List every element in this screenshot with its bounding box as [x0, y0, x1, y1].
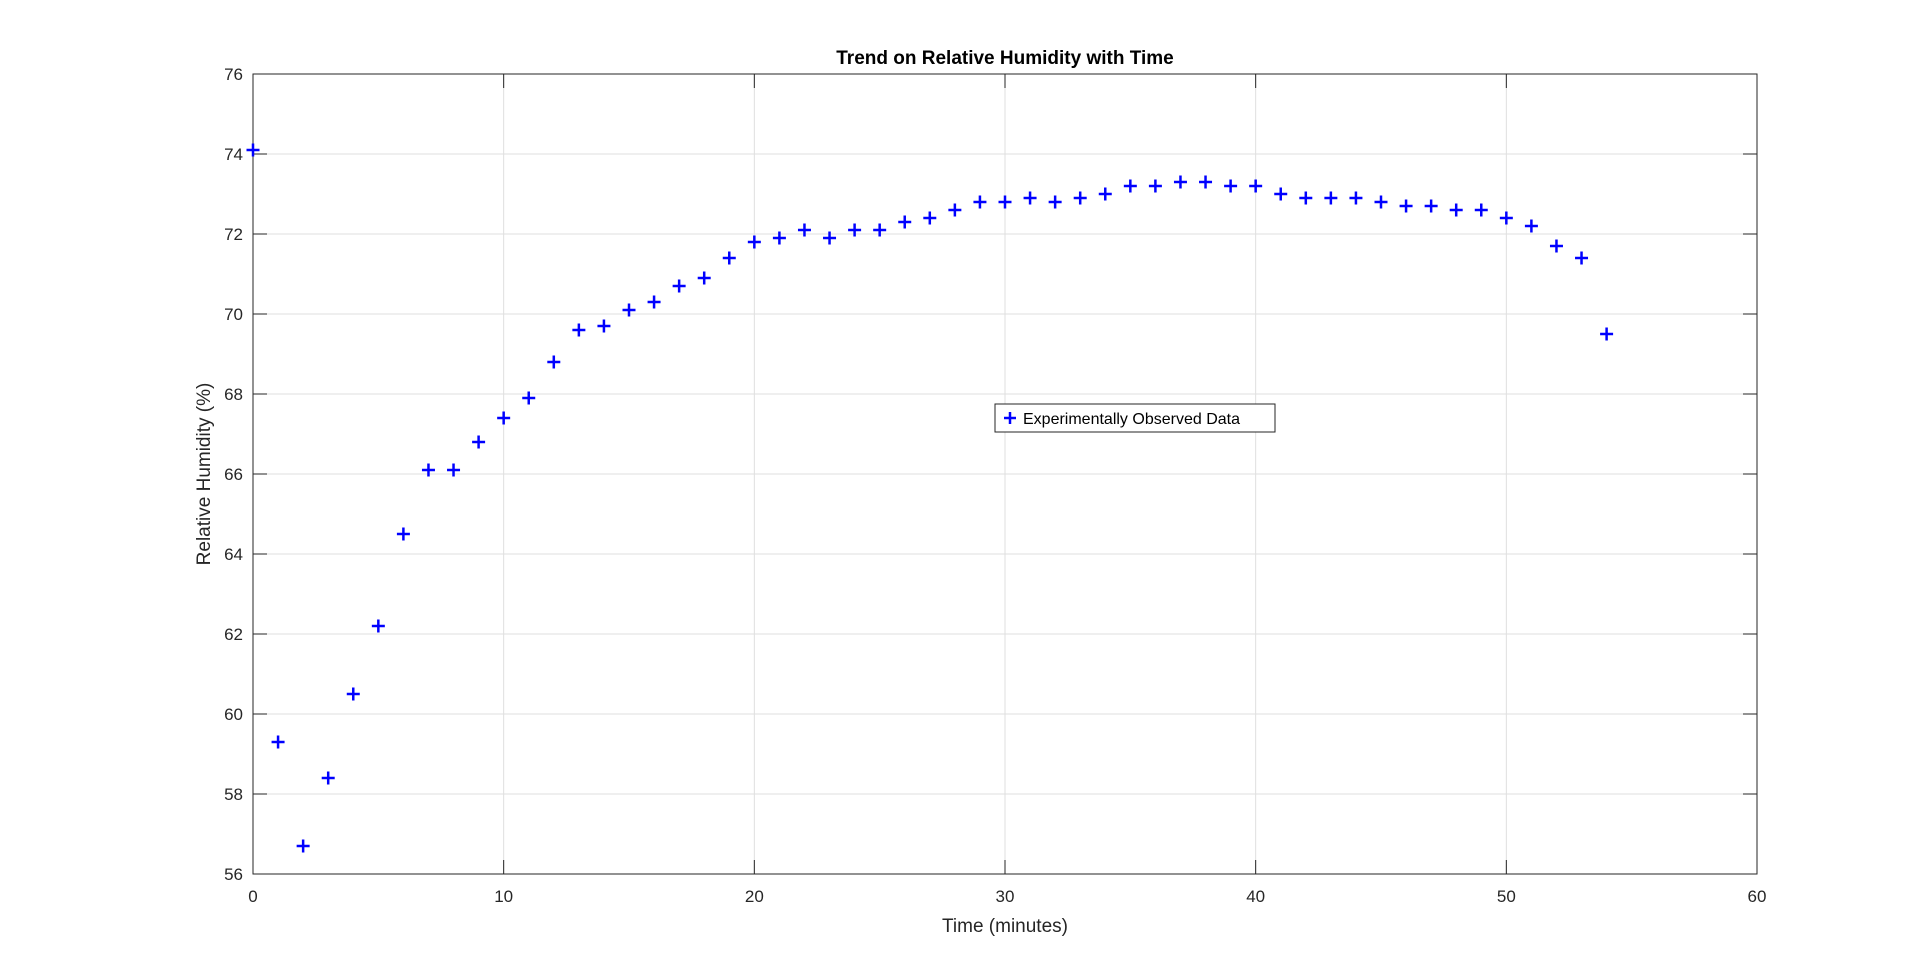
- data-point: [1098, 187, 1112, 201]
- x-tick-label: 10: [494, 887, 513, 906]
- x-tick-label: 40: [1246, 887, 1265, 906]
- x-tick-label: 0: [248, 887, 257, 906]
- data-point: [948, 203, 962, 217]
- data-point: [497, 411, 511, 425]
- y-tick-label: 76: [224, 65, 243, 84]
- y-tick-label: 58: [224, 785, 243, 804]
- data-point: [421, 463, 435, 477]
- data-point: [1173, 175, 1187, 189]
- data-point: [697, 271, 711, 285]
- data-point: [522, 391, 536, 405]
- data-point: [1224, 179, 1238, 193]
- data-point: [1349, 191, 1363, 205]
- data-point: [722, 251, 736, 265]
- data-point: [547, 355, 561, 369]
- data-point: [973, 195, 987, 209]
- data-point: [246, 143, 260, 157]
- data-point: [797, 223, 811, 237]
- data-point: [1449, 203, 1463, 217]
- data-point: [1424, 199, 1438, 213]
- data-point: [1374, 195, 1388, 209]
- x-tick-label: 20: [745, 887, 764, 906]
- data-point: [271, 735, 285, 749]
- data-point: [1123, 179, 1137, 193]
- data-point: [747, 235, 761, 249]
- data-point: [1023, 191, 1037, 205]
- y-tick-label: 62: [224, 625, 243, 644]
- data-point: [472, 435, 486, 449]
- data-point: [1324, 191, 1338, 205]
- data-point: [371, 619, 385, 633]
- y-tick-label: 72: [224, 225, 243, 244]
- axis-ticks: 0 10 20 30 40 50 60 56 58 60 62 64 66 68 70 72 74 76: [224, 65, 1766, 906]
- data-point: [1575, 251, 1589, 265]
- legend-box: [994, 403, 1276, 433]
- legend-marker: [1004, 412, 1016, 424]
- data-point: [1499, 211, 1513, 225]
- data-point: [396, 527, 410, 541]
- y-tick-label: 70: [224, 305, 243, 324]
- data-point: [622, 303, 636, 317]
- data-point: [1148, 179, 1162, 193]
- data-point: [597, 319, 611, 333]
- data-point: [1199, 175, 1213, 189]
- y-tick-label: 74: [224, 145, 243, 164]
- legend-entry: Experimentally Observed Data: [1023, 411, 1240, 428]
- data-point: [572, 323, 586, 337]
- data-point: [321, 771, 335, 785]
- data-point: [772, 231, 786, 245]
- data-point: [1274, 187, 1288, 201]
- data-point: [1249, 179, 1263, 193]
- data-point: [296, 839, 310, 853]
- data-point: [898, 215, 912, 229]
- y-axis-label: Relative Humidity (%): [194, 383, 215, 566]
- x-tick-label: 60: [1748, 887, 1767, 906]
- data-point: [1073, 191, 1087, 205]
- y-tick-label: 64: [224, 545, 243, 564]
- data-point: [1048, 195, 1062, 209]
- data-point: [647, 295, 661, 309]
- data-point: [1549, 239, 1563, 253]
- data-point: [873, 223, 887, 237]
- data-point: [447, 463, 461, 477]
- y-tick-label: 56: [224, 865, 243, 884]
- data-point: [1299, 191, 1313, 205]
- y-tick-label: 66: [224, 465, 243, 484]
- chart-title: Trend on Relative Humidity with Time: [836, 48, 1173, 69]
- data-points: [246, 143, 1614, 853]
- y-tick-label: 68: [224, 385, 243, 404]
- data-point: [823, 231, 837, 245]
- x-axis-label: Time (minutes): [942, 916, 1068, 937]
- data-point: [923, 211, 937, 225]
- x-tick-label: 30: [996, 887, 1015, 906]
- y-tick-label: 60: [224, 705, 243, 724]
- legend: Experimentally Observed Data: [994, 403, 1276, 433]
- x-tick-label: 50: [1497, 887, 1516, 906]
- data-point: [1474, 203, 1488, 217]
- data-point: [848, 223, 862, 237]
- data-point: [1524, 219, 1538, 233]
- data-point: [998, 195, 1012, 209]
- data-point: [1399, 199, 1413, 213]
- data-point: [1600, 327, 1614, 341]
- data-point: [672, 279, 686, 293]
- data-point: [346, 687, 360, 701]
